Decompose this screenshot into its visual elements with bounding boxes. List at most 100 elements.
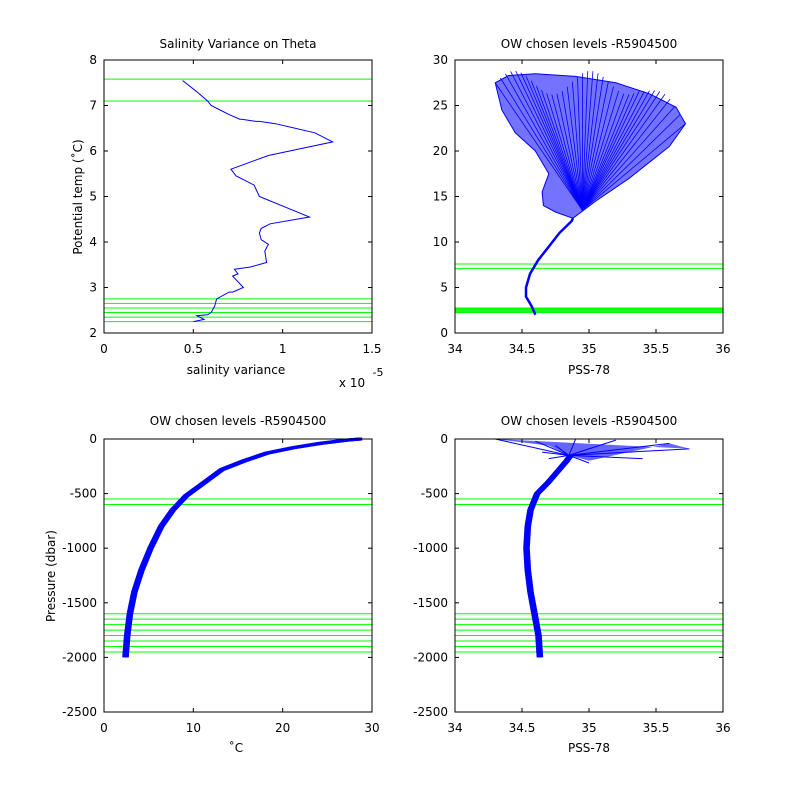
y-tick-label: 0 <box>440 432 448 446</box>
profile-trace <box>581 93 635 211</box>
profile-trace <box>582 123 686 211</box>
profile-trace <box>581 90 650 211</box>
panel-3-series <box>122 437 363 658</box>
panel-2-ticks: 34 34.5 35 35.5 36 0 5 10 15 20 25 30 <box>433 53 731 356</box>
profile-trace <box>515 70 583 211</box>
y-tick-label: -500 <box>421 487 448 501</box>
profile-trace <box>581 71 589 211</box>
y-tick-label: -2000 <box>62 650 97 664</box>
profile-trace <box>582 105 676 211</box>
profile-trace <box>551 94 583 211</box>
y-tick-label: 5 <box>440 281 448 295</box>
panel-1-series <box>182 80 335 323</box>
x-tick-label: 35.5 <box>643 721 670 735</box>
profile-trace <box>581 93 625 211</box>
x-tick-label: 10 <box>186 721 201 735</box>
profile-band <box>125 437 363 658</box>
profile-trace <box>556 93 583 211</box>
y-tick-label: -2500 <box>62 705 97 719</box>
panel-3-ticks: 0 10 20 30 -2500 -2000 -1500 -1000 -500 0 <box>62 432 380 735</box>
y-tick-label: 25 <box>433 99 448 113</box>
profile-spine <box>524 217 575 316</box>
y-tick-label: 0 <box>89 432 97 446</box>
panel-2-series <box>494 70 687 316</box>
y-tick-label: 15 <box>433 190 448 204</box>
profile-trace <box>541 90 583 211</box>
surface-cloud <box>495 439 690 461</box>
surface-trace <box>495 438 570 456</box>
surface-trace <box>568 454 590 464</box>
y-tick-label: 10 <box>433 235 448 249</box>
y-tick-label: 20 <box>433 144 448 158</box>
panel-3-xlabel: ˚C <box>229 740 243 755</box>
profile-trace <box>581 94 666 211</box>
x-tick-label: 30 <box>364 721 379 735</box>
y-tick-label: 8 <box>89 53 97 67</box>
profile-trace <box>581 71 594 211</box>
y-tick-label: 2 <box>89 326 97 340</box>
x-tick-label: 20 <box>275 721 290 735</box>
profile-trace <box>546 93 583 211</box>
profile-trace <box>494 82 583 211</box>
x-tick-label: 1.5 <box>362 342 381 356</box>
panel-3-ylabel: Pressure (dbar) <box>44 530 58 622</box>
surface-trace <box>542 451 569 456</box>
y-tick-label: 30 <box>433 53 448 67</box>
profile-trace <box>581 73 599 211</box>
panel-theta-salinity: OW chosen levels -R5904500 PSS-78 34 34.5… <box>433 37 731 377</box>
x-tick-label: 34 <box>447 342 462 356</box>
panel-1-title: Salinity Variance on Theta <box>160 37 317 51</box>
profile-trace <box>571 81 583 211</box>
panel-4-title: OW chosen levels -R5904500 <box>501 414 677 428</box>
panel-3-hlines <box>104 498 372 653</box>
profile-trace <box>581 90 620 211</box>
profile-trace <box>505 73 583 211</box>
x-tick-label: 1 <box>279 342 287 356</box>
panel-4-hlines <box>455 498 723 653</box>
x-tick-label: 34.5 <box>509 342 536 356</box>
x-tick-label: 0.5 <box>184 342 203 356</box>
profile-trace <box>581 76 604 211</box>
series-line <box>182 80 335 323</box>
x-tick-label: 36 <box>715 721 730 735</box>
profile-trace <box>530 80 583 211</box>
panel-salinity-variance: Salinity Variance on Theta salinity vari… <box>70 37 383 390</box>
panel-2-xlabel: PSS-78 <box>568 363 610 377</box>
y-tick-label: -1000 <box>413 541 448 555</box>
panel-4-xlabel: PSS-78 <box>568 741 610 755</box>
panel-1-x-exponent: -5 <box>373 366 384 379</box>
y-tick-label: -500 <box>70 487 97 501</box>
profile-band <box>526 454 574 658</box>
profile-trace <box>581 86 614 211</box>
y-tick-label: 3 <box>89 281 97 295</box>
x-tick-label: 35 <box>581 721 596 735</box>
y-tick-label: 4 <box>89 235 97 249</box>
panel-1-xlabel: salinity variance <box>187 363 286 377</box>
profile-trace <box>581 91 645 211</box>
y-tick-label: -1500 <box>413 596 448 610</box>
panel-3-title: OW chosen levels -R5904500 <box>150 414 326 428</box>
profile-trace <box>581 81 609 211</box>
profile-trace <box>581 98 671 211</box>
panel-4-ticks: 34 34.5 35 35.5 36 -2500 -2000 -1500 -1000 -500 0 <box>413 432 731 735</box>
panel-2-hlines <box>455 263 723 314</box>
x-tick-label: 35 <box>581 342 596 356</box>
profile-trace <box>581 91 661 211</box>
y-tick-label: 7 <box>89 99 97 113</box>
profile-trace <box>520 72 583 211</box>
x-tick-label: 0 <box>100 721 108 735</box>
profile-trace <box>535 85 583 211</box>
profile-trace <box>525 75 583 211</box>
y-tick-label: -2500 <box>413 705 448 719</box>
profile-trace <box>581 90 655 211</box>
y-tick-label: 6 <box>89 144 97 158</box>
y-tick-label: 5 <box>89 190 97 204</box>
surface-trace <box>548 454 569 460</box>
x-tick-label: 0 <box>100 342 108 356</box>
panel-2-title: OW chosen levels -R5904500 <box>501 37 677 51</box>
y-tick-label: 0 <box>440 326 448 340</box>
profile-trace <box>577 76 583 211</box>
panel-pressure-salinity: OW chosen levels -R5904500 PSS-78 34 34.5… <box>413 414 731 755</box>
panel-1-ylabel: Potential temp (˚C) <box>70 139 85 254</box>
panel-pressure-temperature: OW chosen levels -R5904500 ˚C Pressure (… <box>44 414 380 755</box>
